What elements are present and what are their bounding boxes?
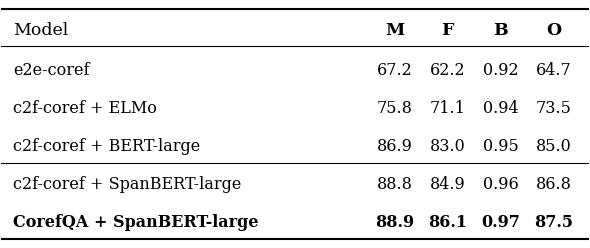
- Text: F: F: [441, 22, 454, 39]
- Text: 85.0: 85.0: [536, 138, 571, 155]
- Text: 0.95: 0.95: [483, 138, 519, 155]
- Text: 87.5: 87.5: [534, 214, 573, 231]
- Text: 88.9: 88.9: [375, 214, 414, 231]
- Text: 75.8: 75.8: [377, 99, 413, 117]
- Text: 0.97: 0.97: [481, 214, 520, 231]
- Text: 62.2: 62.2: [430, 62, 466, 79]
- Text: 83.0: 83.0: [430, 138, 466, 155]
- Text: e2e-coref: e2e-coref: [13, 62, 90, 79]
- Text: c2f-coref + BERT-large: c2f-coref + BERT-large: [13, 138, 201, 155]
- Text: 0.94: 0.94: [483, 99, 519, 117]
- Text: 0.92: 0.92: [483, 62, 519, 79]
- Text: 64.7: 64.7: [536, 62, 571, 79]
- Text: O: O: [546, 22, 561, 39]
- Text: 86.1: 86.1: [428, 214, 467, 231]
- Text: 86.9: 86.9: [377, 138, 413, 155]
- Text: B: B: [493, 22, 508, 39]
- Text: 84.9: 84.9: [430, 176, 466, 193]
- Text: 88.8: 88.8: [377, 176, 413, 193]
- Text: 73.5: 73.5: [536, 99, 571, 117]
- Text: c2f-coref + SpanBERT-large: c2f-coref + SpanBERT-large: [13, 176, 241, 193]
- Text: Model: Model: [13, 22, 68, 39]
- Text: 0.96: 0.96: [483, 176, 519, 193]
- Text: CorefQA + SpanBERT-large: CorefQA + SpanBERT-large: [13, 214, 258, 231]
- Text: c2f-coref + ELMo: c2f-coref + ELMo: [13, 99, 157, 117]
- Text: 71.1: 71.1: [430, 99, 466, 117]
- Text: 67.2: 67.2: [377, 62, 412, 79]
- Text: M: M: [385, 22, 405, 39]
- Text: 86.8: 86.8: [536, 176, 571, 193]
